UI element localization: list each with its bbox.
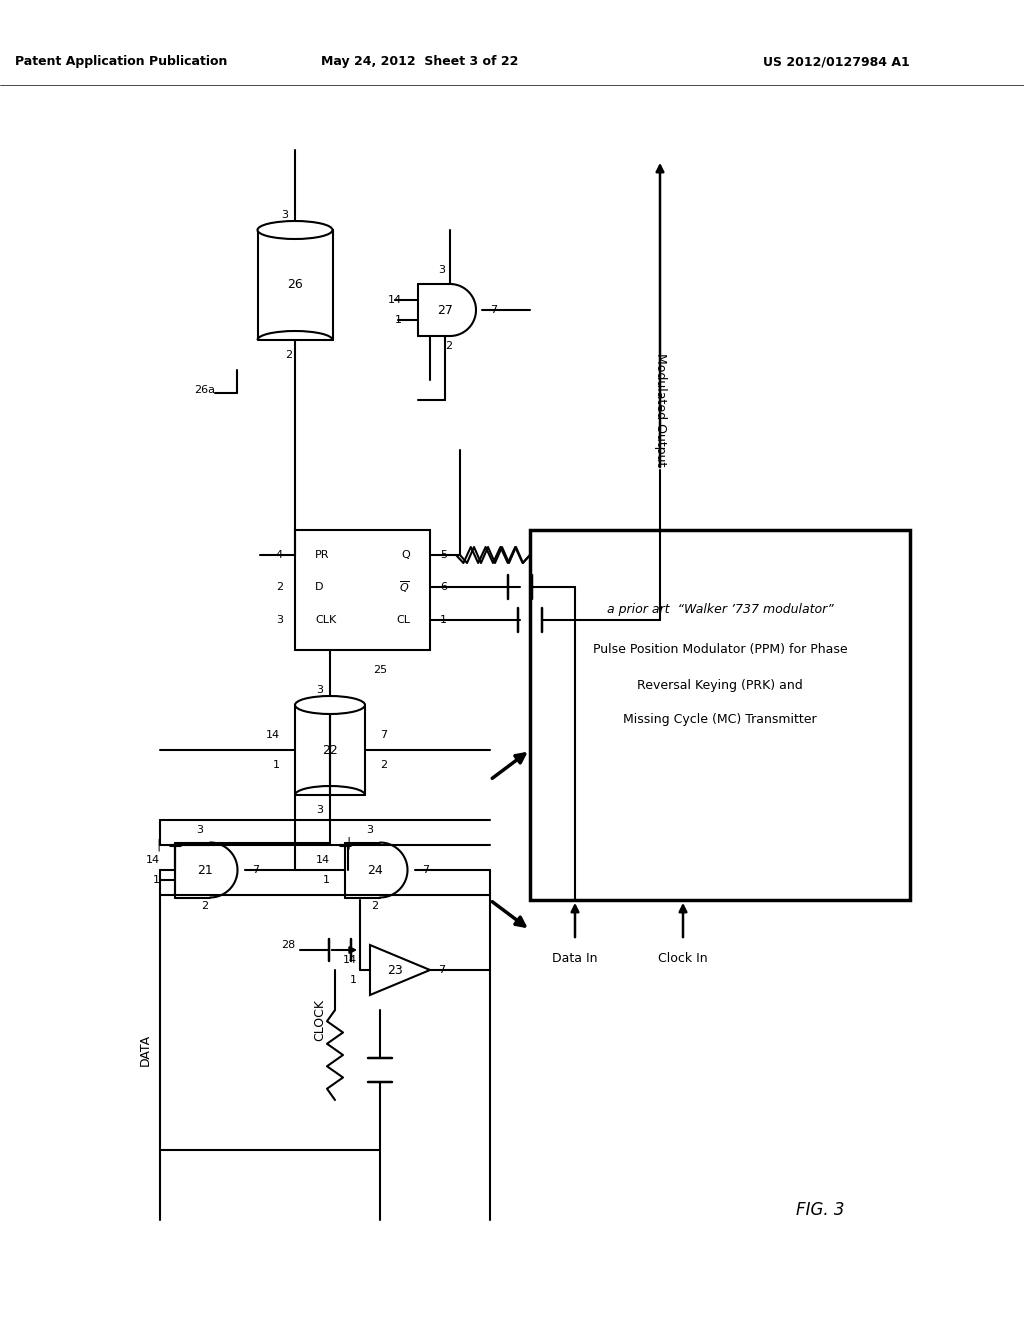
Text: 23: 23 [387, 964, 402, 977]
Text: 3: 3 [276, 615, 283, 624]
Ellipse shape [257, 220, 333, 239]
Ellipse shape [295, 785, 365, 804]
Text: 21: 21 [198, 863, 213, 876]
Text: 1: 1 [395, 315, 402, 325]
Text: CLOCK: CLOCK [313, 999, 327, 1041]
Text: Missing Cycle (MC) Transmitter: Missing Cycle (MC) Transmitter [624, 714, 817, 726]
Text: 3: 3 [197, 825, 204, 836]
Text: 2: 2 [380, 760, 387, 770]
Text: 7: 7 [422, 865, 429, 875]
Text: 6: 6 [440, 582, 447, 591]
Text: |: | [346, 837, 350, 850]
Text: $\overline{Q}$: $\overline{Q}$ [399, 579, 410, 595]
Text: a prior art  “Walker ’737 modulator”: a prior art “Walker ’737 modulator” [606, 603, 834, 616]
Text: 14: 14 [388, 294, 402, 305]
Text: 2: 2 [275, 582, 283, 591]
Text: 28: 28 [281, 940, 295, 950]
Text: 7: 7 [438, 965, 445, 975]
Text: |: | [157, 838, 161, 851]
Text: Reversal Keying (PRK) and: Reversal Keying (PRK) and [637, 678, 803, 692]
Text: 1: 1 [350, 975, 357, 985]
Text: Pulse Position Modulator (PPM) for Phase: Pulse Position Modulator (PPM) for Phase [593, 644, 847, 656]
Text: 1: 1 [323, 875, 330, 884]
Text: US 2012/0127984 A1: US 2012/0127984 A1 [763, 55, 910, 69]
Text: 26: 26 [287, 279, 303, 292]
Text: 7: 7 [490, 305, 497, 315]
Text: Clock In: Clock In [658, 952, 708, 965]
Ellipse shape [295, 696, 365, 714]
Text: 26a: 26a [194, 385, 215, 395]
Bar [295, 531, 430, 649]
Text: 1: 1 [153, 875, 160, 884]
Text: FIG. 3: FIG. 3 [796, 1201, 844, 1218]
Text: 14: 14 [343, 954, 357, 965]
Text: 2: 2 [285, 350, 292, 360]
Text: 2: 2 [202, 902, 209, 911]
Ellipse shape [257, 331, 333, 348]
Text: 4: 4 [275, 550, 283, 560]
Text: May 24, 2012  Sheet 3 of 22: May 24, 2012 Sheet 3 of 22 [322, 55, 519, 69]
Text: PR: PR [315, 550, 330, 560]
Text: 27: 27 [437, 304, 453, 317]
Text: 7: 7 [252, 865, 259, 875]
Text: 2: 2 [445, 341, 453, 351]
Text: 1: 1 [273, 760, 280, 770]
Text: 22: 22 [323, 743, 338, 756]
Text: 14: 14 [315, 855, 330, 865]
Text: CLK: CLK [315, 615, 336, 624]
Text: 3: 3 [316, 805, 324, 814]
Text: 1: 1 [440, 615, 447, 624]
Text: 7: 7 [380, 730, 387, 741]
Text: CL: CL [396, 615, 410, 624]
Text: 25: 25 [373, 665, 387, 675]
Text: 5: 5 [440, 550, 447, 560]
Text: 14: 14 [266, 730, 280, 741]
Text: Patent Application Publication: Patent Application Publication [15, 55, 227, 69]
Text: Q: Q [401, 550, 410, 560]
Text: Data In: Data In [552, 952, 598, 965]
Text: 14: 14 [145, 855, 160, 865]
Text: 3: 3 [367, 825, 374, 836]
Text: 3: 3 [438, 265, 445, 275]
Text: 2: 2 [372, 902, 379, 911]
Bar [530, 531, 910, 900]
Text: D: D [315, 582, 324, 591]
Text: 3: 3 [316, 685, 324, 696]
Text: DATA: DATA [138, 1034, 152, 1067]
Text: Modulated Output: Modulated Output [653, 354, 667, 467]
Text: 3: 3 [282, 210, 289, 220]
Text: 24: 24 [368, 863, 383, 876]
